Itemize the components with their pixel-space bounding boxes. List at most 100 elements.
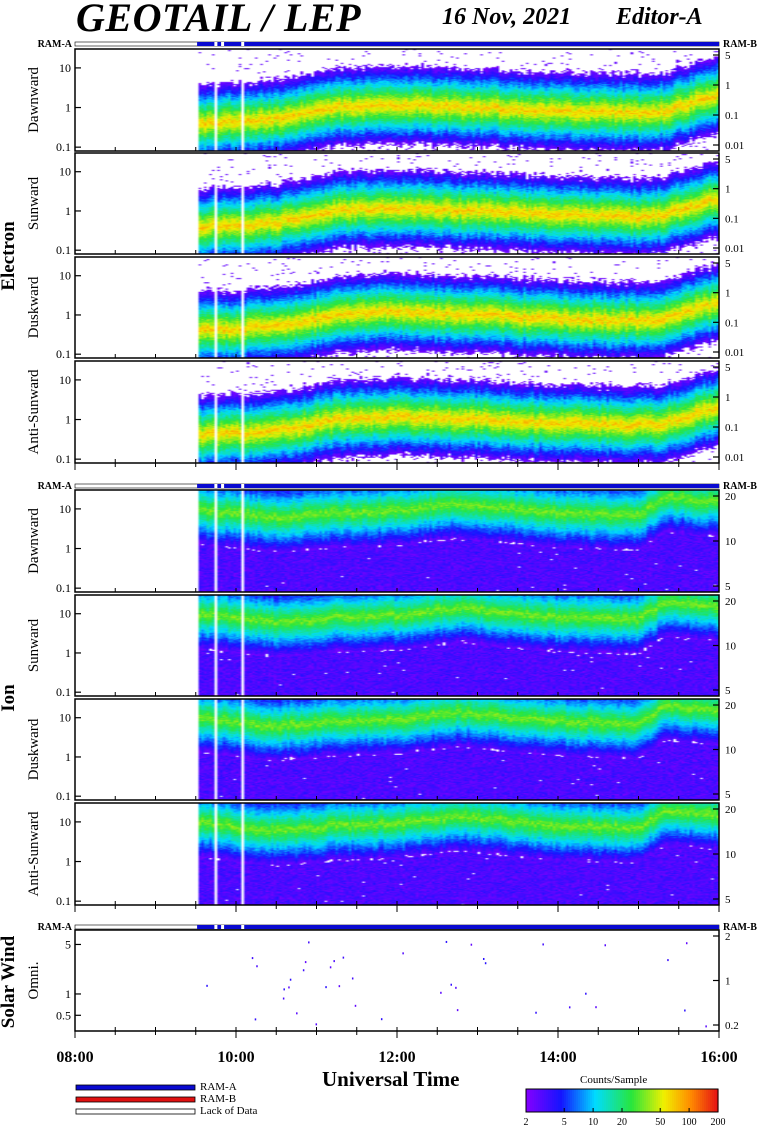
solar-wind-point: [288, 986, 290, 989]
solar-wind-point: [455, 986, 457, 989]
colorbar-cell: [624, 1089, 627, 1112]
solar-wind-point: [333, 960, 335, 963]
panel-label-0-2: Duskward: [26, 276, 42, 338]
axis-labels: RAM-A RAM-B1010.1510.10.01Dawnward1010.15…: [0, 39, 757, 1128]
left-tick-label: 0.1: [56, 347, 71, 361]
right-tick-label: 0.01: [725, 452, 744, 464]
date-title: 16 Nov, 2021: [442, 4, 572, 30]
solar-wind-point: [445, 940, 448, 943]
colorbar-cell: [578, 1089, 581, 1112]
colorbar-cell: [658, 1089, 661, 1112]
colorbar-cell: [590, 1089, 593, 1112]
left-tick-label: 1: [65, 204, 71, 218]
colorbar-cell: [574, 1089, 577, 1112]
x-tick-label: 08:00: [56, 1049, 93, 1066]
left-tick-label: 10: [59, 711, 71, 725]
solar-wind-point: [456, 1009, 459, 1012]
panel-label-1-0: Dawnward: [26, 508, 42, 574]
solar-wind-point: [450, 983, 453, 986]
legend-ram-b-label: RAM-B: [200, 1093, 237, 1105]
left-tick-label: 0.1: [56, 140, 71, 154]
legend-swatch: [75, 1096, 196, 1103]
x-tick-label: 16:00: [700, 1049, 737, 1066]
colorbar-cell: [636, 1089, 639, 1112]
ram-bar-gap: [241, 925, 245, 929]
ram-bar-gap: [214, 484, 218, 488]
colorbar-cell: [534, 1089, 537, 1112]
left-tick-label: 10: [59, 269, 71, 283]
right-tick-label: 5: [725, 362, 731, 374]
colorbar-cell: [668, 1089, 671, 1112]
spectrogram-image: [75, 153, 719, 254]
colorbar-cell: [634, 1089, 637, 1112]
solar-wind-point: [568, 1006, 571, 1009]
left-tick-label: 0.1: [56, 894, 71, 908]
colorbar-cell: [714, 1089, 717, 1112]
colorbar-cell: [686, 1089, 689, 1112]
solar-wind-point: [342, 956, 345, 959]
colorbar-cell: [530, 1089, 533, 1112]
ram-bar-gap: [214, 42, 218, 46]
solar-wind-point: [705, 1025, 707, 1028]
colorbar-cell: [596, 1089, 599, 1112]
solar-wind-point: [283, 988, 285, 991]
colorbar-cell: [650, 1089, 653, 1112]
solar-wind-point: [329, 966, 332, 969]
solar-wind-point: [380, 1018, 383, 1021]
colorbar-cell: [706, 1089, 709, 1112]
right-tick-label: 5: [725, 789, 731, 801]
solar-wind-point: [338, 985, 341, 988]
solar-wind-point: [256, 965, 258, 968]
right-tick-label: 0.1: [725, 213, 739, 225]
solar-wind-point: [667, 959, 669, 962]
colorbar-cell: [646, 1089, 649, 1112]
solar-wind-point: [354, 1004, 357, 1007]
colorbar-cell: [528, 1089, 531, 1112]
colorbar-cell: [550, 1089, 553, 1112]
solar-wind-point: [585, 992, 587, 995]
colorbar-cell: [654, 1089, 657, 1112]
colorbar-cell: [622, 1089, 625, 1112]
solar-wind-point: [595, 1006, 597, 1009]
colorbar-cell: [562, 1089, 565, 1112]
solar-wind-point: [402, 952, 404, 955]
colorbar-cell: [700, 1089, 703, 1112]
left-tick-label: 0.1: [56, 243, 71, 257]
solar-wind-point: [289, 978, 292, 981]
colorbar-cell: [556, 1089, 559, 1112]
colorbar-cell: [580, 1089, 583, 1112]
colorbar-cell: [608, 1089, 611, 1112]
solar-wind-point: [304, 961, 307, 964]
left-tick-label: 5: [65, 937, 71, 951]
left-tick-label: 0.5: [56, 1008, 71, 1022]
right-tick-label: 0.01: [725, 140, 744, 152]
left-tick-label: 1: [65, 101, 71, 115]
solar-wind-point: [302, 969, 305, 972]
colorbar-cell: [644, 1089, 647, 1112]
legend-lack-label: Lack of Data: [200, 1105, 258, 1117]
right-tick-label: 5: [725, 685, 731, 697]
solar-wind-point: [296, 1012, 298, 1015]
solar-wind-point: [315, 1023, 318, 1026]
colorbar-cell: [564, 1089, 567, 1112]
solar-wind-point: [685, 942, 688, 945]
solar-wind-point: [206, 984, 208, 987]
solar-wind-point: [251, 957, 254, 960]
colorbar-cell: [592, 1089, 595, 1112]
ram-b-label: RAM-B: [723, 39, 757, 50]
colorbar-cell: [660, 1089, 663, 1112]
left-tick-label: 1: [65, 308, 71, 322]
right-tick-label: 0.01: [725, 243, 744, 255]
colorbar-cell: [532, 1089, 535, 1112]
colorbar-cell: [642, 1089, 645, 1112]
left-tick-label: 0.1: [56, 452, 71, 466]
left-tick-label: 1: [65, 855, 71, 869]
colorbar-cell: [716, 1089, 719, 1112]
solar-wind-point: [482, 957, 485, 960]
colorbar-cell: [678, 1089, 681, 1112]
right-tick-label: 5: [725, 581, 731, 593]
colorbar-cell: [666, 1089, 669, 1112]
spectrogram-image: [75, 803, 719, 905]
colorbar-cell: [702, 1089, 705, 1112]
colorbar-cell: [662, 1089, 665, 1112]
